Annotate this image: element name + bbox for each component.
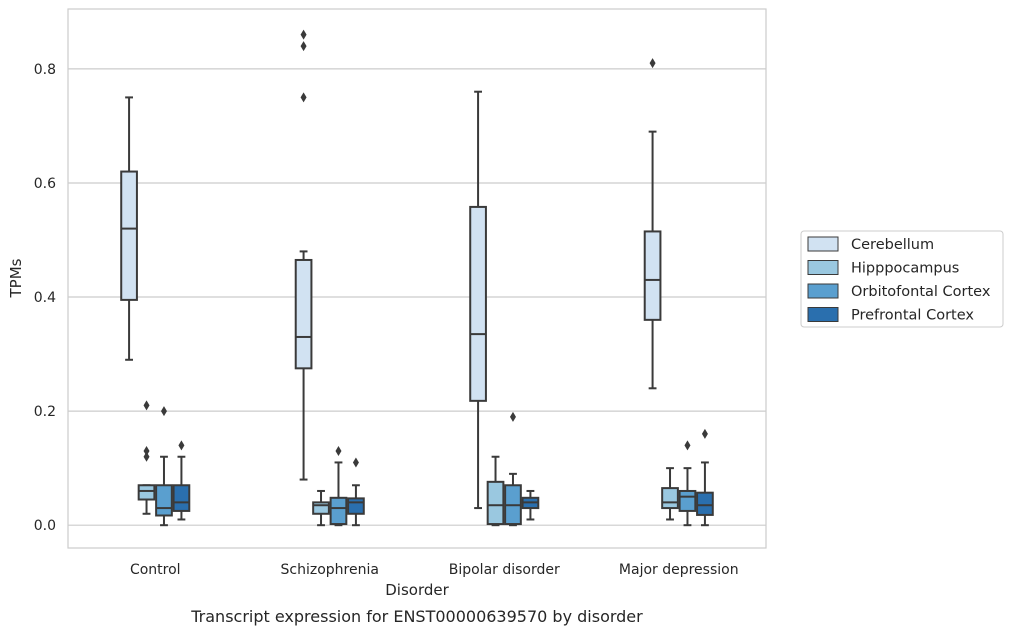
x-tick-label: Bipolar disorder [449, 562, 560, 578]
iqr-box [469, 205, 487, 402]
y-axis-title: TPMs [7, 258, 25, 298]
box [678, 440, 697, 527]
box [137, 400, 156, 515]
legend-swatch [807, 236, 839, 252]
box [643, 58, 662, 390]
outlier-point [178, 440, 185, 451]
iqr-box [643, 230, 662, 321]
iqr-box [120, 170, 138, 301]
legend-label: Orbitofontal Cortex [851, 284, 991, 300]
y-tick-label: 0.8 [34, 62, 56, 78]
legend-label: Prefrontal Cortex [851, 308, 974, 324]
outlier-point [143, 446, 150, 457]
outlier-point [160, 406, 167, 417]
legend: Cerebellum Hipppocampus Orbitofontal Corte… [800, 230, 1004, 328]
box [347, 457, 365, 527]
series-orbitofontal-cortex [155, 406, 697, 527]
box [120, 96, 138, 361]
outlier-point [143, 400, 150, 411]
y-tick-label: 0.6 [34, 176, 56, 192]
box [312, 489, 330, 527]
outlier-point [352, 457, 359, 468]
iqr-box [155, 484, 173, 517]
box [504, 411, 522, 527]
box [294, 29, 313, 481]
legend-label: Hipppocampus [851, 261, 959, 277]
iqr-box [137, 484, 156, 501]
iqr-box [172, 484, 191, 512]
outlier-point [701, 428, 708, 439]
x-axis-ticks: Control Schizophrenia Bipolar disorder Majo… [130, 562, 739, 578]
legend-swatch [807, 283, 839, 299]
box [696, 428, 714, 527]
legend-frame [800, 230, 1004, 328]
iqr-box [312, 501, 330, 515]
x-tick-label: Schizophrenia [281, 562, 379, 578]
legend-swatch [807, 260, 839, 275]
y-tick-label: 0.4 [34, 290, 56, 306]
box [661, 467, 679, 521]
box [172, 440, 191, 521]
box [155, 406, 173, 527]
y-tick-label: 0.0 [34, 518, 56, 534]
outlier-point [509, 411, 516, 422]
outlier-point [300, 92, 307, 103]
box [486, 455, 505, 527]
x-tick-label: Control [130, 562, 181, 578]
iqr-box [696, 491, 714, 516]
plot-area-frame [67, 8, 767, 549]
legend-swatch [807, 307, 839, 322]
y-tick-label: 0.2 [34, 404, 56, 420]
y-axis-ticks: 0.0 0.2 0.4 0.6 0.8 [34, 62, 56, 534]
outlier-point [143, 451, 150, 462]
box [521, 489, 540, 521]
box [469, 90, 487, 510]
series-prefrontal-cortex [172, 428, 714, 527]
iqr-box [329, 496, 348, 526]
outlier-point [335, 446, 342, 457]
x-axis-title: Disorder [385, 581, 449, 599]
series-cerebellum [120, 29, 662, 510]
iqr-box [678, 489, 697, 512]
iqr-box [661, 487, 679, 510]
x-tick-label: Major depression [619, 562, 739, 578]
iqr-box [347, 497, 365, 515]
outlier-point [649, 58, 656, 69]
outlier-point [684, 440, 691, 451]
outlier-point [300, 29, 307, 40]
series-hipppocampus [137, 400, 679, 527]
box [329, 446, 348, 527]
box-series [120, 29, 714, 527]
outlier-point [300, 41, 307, 52]
chart-caption: Transcript expression for ENST0000063957… [190, 607, 643, 626]
iqr-box [294, 258, 313, 370]
legend-label: Cerebellum [851, 237, 934, 253]
y-gridlines [68, 68, 766, 526]
iqr-box [486, 480, 505, 526]
